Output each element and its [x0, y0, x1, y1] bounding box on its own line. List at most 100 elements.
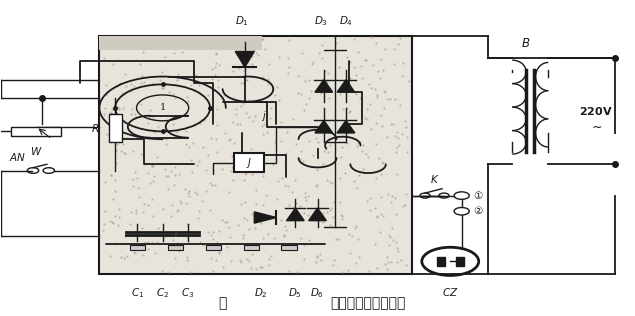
Point	[181, 201, 191, 206]
Point	[156, 86, 166, 91]
Point	[239, 172, 250, 177]
Point	[118, 106, 128, 111]
Point	[326, 206, 336, 211]
Point	[194, 158, 204, 163]
Point	[156, 70, 166, 75]
Point	[393, 136, 403, 141]
Point	[316, 257, 326, 262]
Point	[352, 185, 363, 190]
Point	[105, 253, 115, 258]
Point	[324, 143, 335, 148]
Point	[161, 173, 171, 179]
Point	[304, 138, 314, 143]
Point	[356, 63, 366, 68]
Text: $D_1$: $D_1$	[235, 14, 249, 28]
Point	[350, 226, 360, 231]
Point	[181, 42, 191, 47]
Point	[102, 132, 112, 137]
Point	[147, 39, 157, 44]
Point	[184, 193, 194, 198]
Point	[234, 65, 244, 70]
Point	[182, 110, 192, 115]
Point	[208, 269, 218, 274]
Point	[290, 177, 300, 182]
Point	[258, 37, 268, 42]
Point	[204, 207, 215, 212]
Point	[301, 197, 311, 202]
Text: $R$: $R$	[91, 122, 100, 134]
Point	[205, 180, 215, 185]
Point	[242, 60, 252, 65]
Point	[314, 50, 324, 55]
Point	[232, 122, 242, 127]
Point	[299, 210, 309, 215]
Point	[225, 137, 235, 142]
Point	[361, 152, 371, 157]
Point	[129, 241, 139, 246]
Point	[250, 114, 260, 119]
Bar	[244, 245, 258, 250]
Point	[337, 145, 347, 150]
Point	[392, 172, 402, 177]
Point	[246, 171, 257, 176]
Point	[258, 173, 269, 179]
Bar	[109, 114, 121, 142]
Point	[364, 268, 374, 273]
Point	[351, 261, 361, 266]
Point	[203, 92, 213, 97]
Point	[239, 178, 250, 183]
Point	[203, 246, 213, 251]
Text: ①: ①	[473, 191, 482, 201]
Point	[258, 132, 269, 137]
Point	[295, 204, 305, 209]
Text: $D_4$: $D_4$	[339, 14, 353, 28]
Point	[396, 131, 406, 136]
Point	[273, 178, 283, 183]
Point	[171, 130, 182, 135]
Point	[105, 110, 116, 115]
Point	[241, 111, 251, 116]
Point	[180, 186, 190, 191]
Point	[253, 53, 264, 58]
Point	[149, 251, 159, 256]
Point	[391, 212, 401, 217]
Point	[316, 87, 326, 92]
Point	[385, 96, 395, 101]
Point	[257, 37, 267, 42]
Point	[207, 66, 217, 71]
Point	[186, 157, 196, 162]
Point	[121, 253, 131, 258]
Point	[391, 196, 401, 201]
Point	[318, 161, 328, 167]
Point	[196, 117, 206, 122]
Point	[182, 100, 192, 105]
Point	[243, 53, 253, 58]
Point	[153, 226, 163, 231]
Bar	[456, 257, 464, 266]
Point	[318, 55, 328, 60]
Point	[336, 155, 346, 160]
Point	[101, 83, 111, 88]
Polygon shape	[337, 120, 355, 133]
Point	[246, 266, 257, 271]
Point	[225, 168, 236, 173]
Point	[351, 73, 361, 78]
Point	[181, 142, 191, 147]
Point	[246, 54, 257, 59]
Point	[279, 233, 289, 238]
Point	[106, 173, 116, 178]
Point	[213, 77, 223, 82]
Point	[371, 120, 381, 125]
Point	[345, 60, 356, 65]
Point	[337, 217, 347, 222]
Point	[257, 124, 267, 129]
Point	[277, 175, 287, 180]
Point	[304, 95, 314, 100]
Point	[117, 90, 127, 95]
Point	[255, 45, 265, 50]
Point	[135, 62, 145, 67]
Point	[387, 193, 397, 198]
Point	[318, 210, 328, 215]
Point	[132, 135, 142, 140]
Bar	[100, 36, 262, 50]
